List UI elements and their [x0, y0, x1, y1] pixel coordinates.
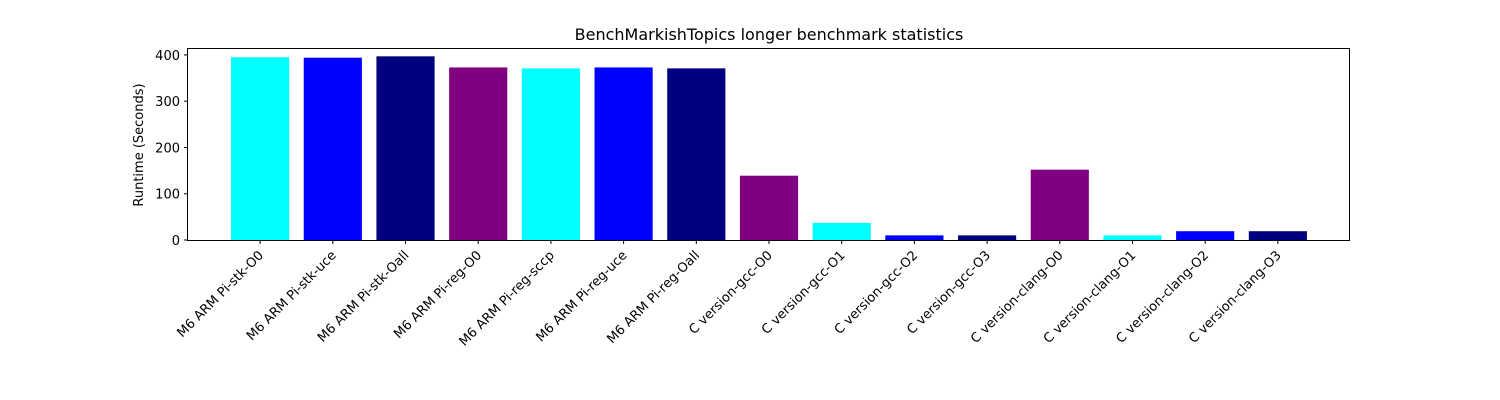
- y-axis: 0 100 200 300 400: [155, 49, 188, 249]
- y-tick-label-0: 0: [172, 234, 180, 249]
- y-tick-label-2: 200: [155, 141, 180, 156]
- chart-title: BenchMarkishTopics longer benchmark stat…: [575, 25, 964, 44]
- y-axis-label: Runtime (Seconds): [132, 83, 147, 206]
- bar-3: [449, 67, 508, 240]
- bar-1: [303, 57, 362, 240]
- bar-2: [376, 56, 435, 240]
- y-tick-label-1: 100: [155, 188, 180, 203]
- bar-5: [594, 67, 653, 240]
- bar-8: [812, 222, 871, 240]
- bar-12: [1103, 235, 1162, 240]
- bar-14: [1248, 231, 1307, 240]
- bar-4: [521, 68, 580, 240]
- plot-frame: [187, 48, 1350, 241]
- bar-10: [958, 235, 1017, 240]
- bar-7: [739, 175, 799, 240]
- bar-11: [1030, 169, 1089, 240]
- y-tick-label-4: 400: [155, 49, 180, 64]
- bar-9: [885, 235, 944, 240]
- bars-group: [231, 56, 1307, 240]
- y-tick-label-3: 300: [155, 95, 180, 110]
- bar-13: [1176, 231, 1235, 240]
- bar-0: [231, 57, 290, 240]
- bar-6: [667, 68, 726, 240]
